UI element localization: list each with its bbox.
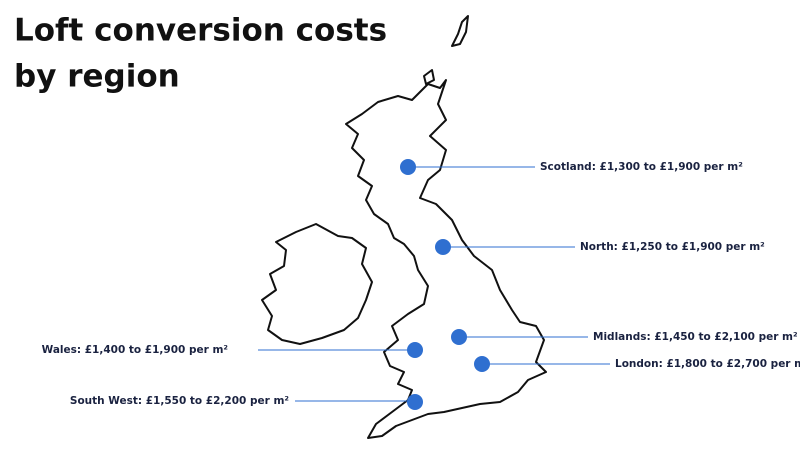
region-label: Scotland: £1,300 to £1,900 per m² (540, 161, 743, 173)
region-dot (474, 356, 490, 372)
london-marker: London: £1,800 to £2,700 per m² (474, 356, 800, 372)
map (261, 15, 547, 439)
region-label: Midlands: £1,450 to £2,100 per m² (593, 331, 798, 343)
south-west-marker: South West: £1,550 to £2,200 per m² (70, 394, 423, 410)
title-line: by region (14, 59, 180, 95)
ireland (261, 223, 373, 345)
region-label: South West: £1,550 to £2,200 per m² (70, 395, 290, 407)
title-line: Loft conversion costs (14, 13, 387, 49)
wales-marker: Wales: £1,400 to £1,900 per m² (42, 342, 423, 358)
shetland (451, 15, 469, 47)
north-marker: North: £1,250 to £1,900 per m² (435, 239, 765, 255)
orkney (423, 69, 435, 85)
region-dot (400, 159, 416, 175)
region-label: Wales: £1,400 to £1,900 per m² (42, 344, 229, 356)
great-britain (345, 79, 547, 439)
scotland-marker: Scotland: £1,300 to £1,900 per m² (400, 159, 743, 175)
region-dot (435, 239, 451, 255)
region-label: North: £1,250 to £1,900 per m² (580, 241, 765, 253)
region-dot (407, 394, 423, 410)
region-dot (451, 329, 467, 345)
region-dot (407, 342, 423, 358)
midlands-marker: Midlands: £1,450 to £2,100 per m² (451, 329, 798, 345)
region-label: London: £1,800 to £2,700 per m² (615, 358, 800, 370)
